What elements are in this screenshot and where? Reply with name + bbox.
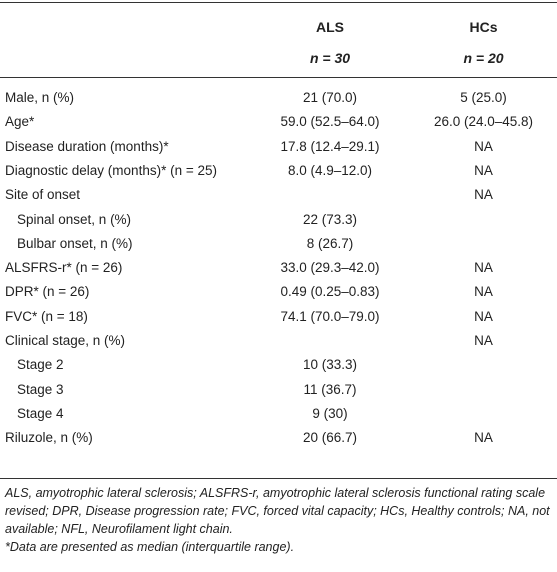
als-value: 8.0 (4.9–12.0) [287,162,373,178]
hcs-value: NA [474,187,493,203]
als-value: 74.1 (70.0–79.0) [280,308,380,324]
row-label: DPR* (n = 26) [5,284,90,300]
als-value: 10 (33.3) [302,357,358,373]
row-label: Age* [5,114,35,130]
row-label: Spinal onset, n (%) [17,211,132,227]
column-n: n = 30 [309,50,351,66]
als-value: 8 (26.7) [306,235,354,251]
als-value: 0.49 (0.25–0.83) [280,284,380,300]
row-label: Stage 2 [17,357,64,373]
row-label: Clinical stage, n (%) [5,333,126,348]
row-label: Riluzole, n (%) [5,430,93,446]
row-label: Bulbar onset, n (%) [17,235,133,251]
hcs-value: NA [474,333,493,348]
hcs-value: NA [474,138,493,154]
hcs-value: NA [474,430,493,446]
column-n: n = 20 [463,50,504,66]
footnote: ALS, amyotrophic lateral sclerosis; ALSF… [5,486,550,536]
als-value: 21 (70.0) [302,90,358,105]
hcs-value: NA [474,308,493,324]
als-value: 17.8 (12.4–29.1) [280,138,380,154]
row-label: Disease duration (months)* [5,138,169,154]
als-value: 33.0 (29.3–42.0) [280,260,380,276]
row-label: FVC* (n = 18) [5,308,88,324]
footnotes: ALS, amyotrophic lateral sclerosis; ALSF… [5,484,553,556]
rule [0,77,557,78]
hcs-value: NA [474,284,493,300]
column-header: HCs [469,19,498,35]
hcs-value: NA [474,260,493,276]
footnote: *Data are presented as median (interquar… [5,540,295,554]
als-value: 11 (36.7) [303,381,357,397]
rule [0,478,557,479]
als-value: 22 (73.3) [302,211,358,227]
als-value: 59.0 (52.5–64.0) [280,114,380,130]
hcs-value: NA [474,162,493,178]
row-label: Stage 3 [17,381,64,397]
hcs-value: 5 (25.0) [460,90,507,105]
row-label: ALSFRS-r* (n = 26) [5,260,123,276]
als-value: 9 (30) [312,405,348,421]
column-header: ALS [316,19,344,35]
row-label: Site of onset [5,187,81,203]
row-label: Diagnostic delay (months)* (n = 25) [5,162,217,178]
row-label: Male, n (%) [5,90,75,105]
rule [0,2,557,3]
als-value: 20 (66.7) [302,430,358,446]
row-label: Stage 4 [17,405,64,421]
hcs-value: 26.0 (24.0–45.8) [433,114,534,130]
